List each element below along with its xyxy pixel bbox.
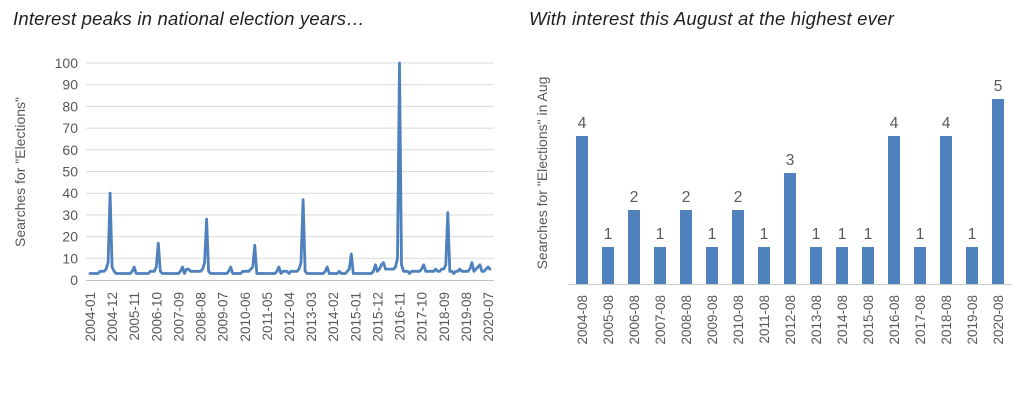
x-tick-label: 2015-12 (370, 292, 385, 342)
bar-value-label: 3 (786, 152, 795, 169)
bar (628, 210, 640, 284)
bar-value-label: 1 (604, 226, 613, 243)
line-chart: 0 10 20 30 40 50 60 70 80 90 100 Searches for "Elec… (12, 55, 496, 342)
x-tick-label: 2014-08 (835, 295, 850, 345)
y-tick-label: 60 (62, 142, 78, 158)
x-tick-label: 2020-07 (481, 292, 496, 342)
y-tick-label: 0 (70, 272, 78, 288)
x-tick-label: 2013-08 (809, 295, 824, 345)
x-tick-label: 2010-08 (731, 295, 746, 345)
line-series (88, 61, 492, 275)
y-tick-label: 40 (62, 185, 78, 201)
y-tick-label: 90 (62, 77, 78, 93)
x-tick-label: 2004-12 (105, 292, 120, 342)
x-tick-label: 2006-08 (627, 295, 642, 345)
bar (862, 247, 874, 284)
y-tick-label: 80 (62, 98, 78, 114)
x-tick-label: 2016-11 (393, 292, 408, 341)
bar-value-label: 1 (968, 226, 977, 243)
bar-value-label: 5 (994, 78, 1003, 95)
x-tick-label: 2013-03 (304, 292, 319, 342)
bar-value-label: 1 (708, 226, 717, 243)
x-tick-label: 2007-08 (653, 295, 668, 345)
bar (784, 173, 796, 284)
bar (706, 247, 718, 284)
x-tick-label: 2009-08 (705, 295, 720, 345)
x-tick-label: 2006-10 (149, 292, 164, 342)
x-tick-label: 2004-01 (83, 292, 98, 342)
x-tick-label: 2008-08 (194, 292, 209, 342)
bar-value-label: 2 (682, 189, 691, 206)
bar-chart: Searches for "Elections" in Aug 4 2004-08 1… (534, 77, 1012, 345)
y-tick-label: 100 (55, 55, 79, 71)
x-tick-label: 2019-08 (965, 295, 980, 345)
x-tick-label: 2017-10 (415, 292, 430, 342)
bar-value-label: 1 (916, 226, 925, 243)
bar-value-label: 1 (812, 226, 821, 243)
y-tick-label: 10 (62, 250, 78, 266)
x-tick-label: 2015-08 (861, 295, 876, 345)
y-tick-label: 30 (62, 207, 78, 223)
left-chart-title: Interest peaks in national election year… (13, 8, 365, 29)
bar-value-label: 4 (890, 115, 899, 132)
bar-value-label: 1 (864, 226, 873, 243)
bar (602, 247, 614, 284)
bar (732, 210, 744, 284)
y-axis-title: Searches for "Elections" in Aug (534, 77, 550, 270)
bar-value-label: 1 (760, 226, 769, 243)
bar (810, 247, 822, 284)
x-tick-label: 2010-06 (238, 292, 253, 342)
x-tick-label: 2007-09 (171, 292, 186, 342)
x-tick-label: 2016-08 (887, 295, 902, 345)
bar-value-label: 2 (734, 189, 743, 206)
bar (914, 247, 926, 284)
x-tick-label: 2005-08 (601, 295, 616, 345)
right-chart-title: With interest this August at the highest… (529, 8, 894, 29)
x-tick-label: 2011-08 (757, 295, 772, 344)
y-axis-title: Searches for "Elections" (12, 97, 28, 247)
bar (966, 247, 978, 284)
bar (836, 247, 848, 284)
x-tick-label: 2004-08 (575, 295, 590, 345)
bar (758, 247, 770, 284)
y-tick-label: 70 (62, 120, 78, 136)
x-tick-label: 2011-05 (260, 292, 275, 341)
bar-value-label: 4 (578, 115, 587, 132)
x-tick-label: 2012-08 (783, 295, 798, 345)
x-tick-label: 2008-08 (679, 295, 694, 345)
bar (940, 136, 952, 284)
x-tick-label: 2014-02 (326, 292, 341, 342)
x-tick-label: 2005-11 (127, 292, 142, 341)
y-tick-label: 50 (62, 164, 78, 180)
bar (992, 99, 1004, 284)
bar (576, 136, 588, 284)
bar (680, 210, 692, 284)
y-tick-label: 20 (62, 229, 78, 245)
bar-value-label: 2 (630, 189, 639, 206)
x-tick-label: 2018-09 (437, 292, 452, 342)
x-tick-label: 2019-08 (459, 292, 474, 342)
bar-value-label: 1 (656, 226, 665, 243)
x-tick-label: 2015-01 (348, 292, 363, 342)
bar-value-label: 4 (942, 115, 951, 132)
x-tick-label: 2018-08 (939, 295, 954, 345)
x-tick-label: 2012-04 (282, 292, 297, 342)
x-tick-label: 2009-07 (216, 292, 231, 342)
bar-value-label: 1 (838, 226, 847, 243)
x-tick-label: 2020-08 (991, 295, 1006, 345)
bar (888, 136, 900, 284)
x-tick-label: 2017-08 (913, 295, 928, 345)
bar (654, 247, 666, 284)
